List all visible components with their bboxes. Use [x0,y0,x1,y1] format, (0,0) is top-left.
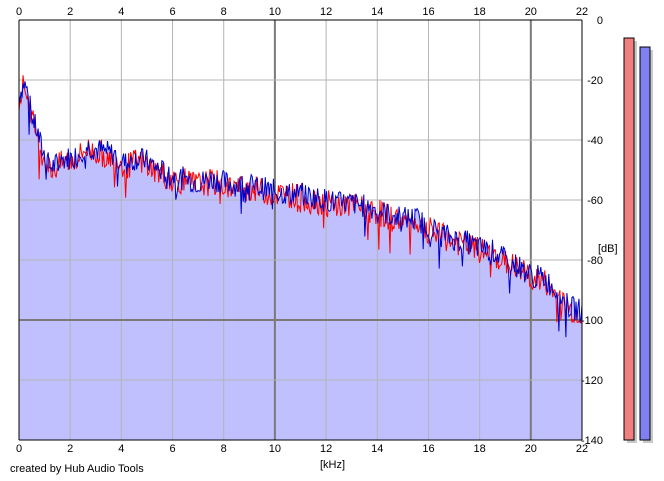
x-tick-label-bottom: 4 [118,443,124,455]
x-tick-label-top: 18 [474,6,486,18]
x-tick-label-top: 14 [371,6,383,18]
x-tick-label-bottom: 6 [169,443,175,455]
x-tick-label-bottom: 2 [67,443,73,455]
y-axis-label: [dB] [598,243,618,255]
x-tick-label-top: 0 [16,6,22,18]
series-blue-line [18,81,583,338]
x-tick-label-top: 20 [525,6,537,18]
level-meter-right [639,46,651,441]
x-tick-label-bottom: 12 [320,443,332,455]
x-tick-label-top: 12 [320,6,332,18]
x-tick-label-bottom: 10 [269,443,281,455]
x-axis-label: [kHz] [320,459,345,471]
x-tick-label-bottom: 20 [525,443,537,455]
x-tick-label-bottom: 0 [16,443,22,455]
x-tick-label-bottom: 18 [474,443,486,455]
credit-text: created by Hub Audio Tools [10,463,144,475]
y-tick-label: -40 [587,135,603,147]
x-tick-label-bottom: 22 [576,443,588,455]
level-meter-left [623,37,635,441]
y-tick-label: -100 [581,315,603,327]
y-tick-label: -80 [587,255,603,267]
y-tick-label: 0 [597,15,603,27]
y-tick-label: -140 [581,435,603,447]
x-tick-label-bottom: 8 [221,443,227,455]
y-tick-label: -120 [581,375,603,387]
x-tick-label-bottom: 14 [371,443,383,455]
x-tick-label-top: 22 [576,6,588,18]
spectrum-fill [19,81,582,441]
y-tick-label: -20 [587,75,603,87]
x-tick-label-top: 4 [118,6,124,18]
x-tick-label-top: 8 [221,6,227,18]
y-tick-label: -60 [587,195,603,207]
x-tick-label-bottom: 16 [422,443,434,455]
x-tick-label-top: 6 [169,6,175,18]
x-tick-label-top: 10 [269,6,281,18]
x-tick-label-top: 2 [67,6,73,18]
x-tick-label-top: 16 [422,6,434,18]
